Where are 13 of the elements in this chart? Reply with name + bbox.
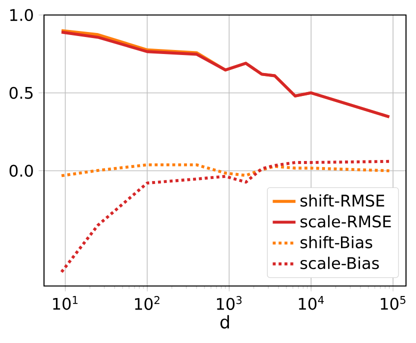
x-tick-label: 10$^{2}$ [135, 296, 160, 310]
y-tick-label: 0.5 [10, 86, 33, 99]
x-tick-label: 10$^{4}$ [298, 296, 324, 310]
legend-label: scale-RMSE [300, 215, 391, 228]
x-tick-label: 10$^{1}$ [53, 296, 78, 310]
x-tick-label: 10$^{5}$ [380, 296, 406, 310]
legend-label: scale-Bias [300, 256, 379, 270]
x-tick-label: 10$^{3}$ [217, 296, 242, 310]
x-axis-title: d [220, 315, 229, 329]
legend-label: shift-Bias [300, 236, 372, 248]
legend-label: shift-RMSE [300, 194, 384, 207]
y-tick-label: 1.0 [10, 8, 33, 22]
y-tick-label: 0.0 [10, 164, 33, 177]
